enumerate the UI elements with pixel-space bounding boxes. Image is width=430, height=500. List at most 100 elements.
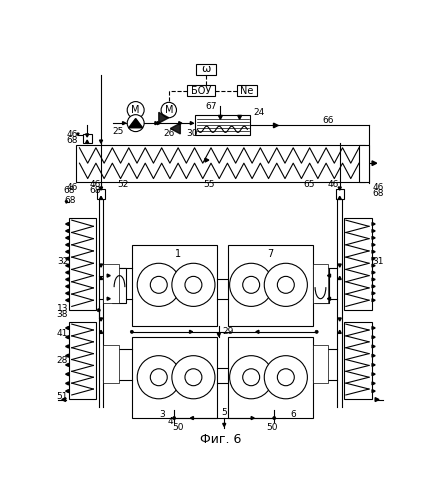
Polygon shape — [190, 416, 194, 420]
Circle shape — [273, 416, 276, 420]
Polygon shape — [338, 264, 341, 267]
Polygon shape — [327, 297, 331, 300]
Text: 50: 50 — [266, 423, 278, 432]
Text: 25: 25 — [112, 127, 124, 136]
Text: 32: 32 — [57, 257, 68, 266]
Polygon shape — [190, 330, 193, 334]
Text: 55: 55 — [203, 180, 215, 189]
Polygon shape — [66, 278, 69, 281]
Polygon shape — [107, 274, 110, 277]
Polygon shape — [66, 285, 69, 288]
Polygon shape — [372, 298, 375, 302]
Polygon shape — [190, 122, 194, 124]
Circle shape — [277, 369, 294, 386]
Polygon shape — [372, 278, 375, 281]
Bar — [112, 268, 126, 302]
Circle shape — [127, 102, 144, 118]
Text: 68: 68 — [89, 186, 101, 194]
Polygon shape — [372, 244, 375, 246]
Polygon shape — [129, 118, 143, 128]
Polygon shape — [372, 326, 375, 330]
Circle shape — [230, 356, 273, 399]
Circle shape — [161, 102, 176, 118]
Text: 6: 6 — [291, 410, 296, 418]
Polygon shape — [66, 244, 69, 246]
Polygon shape — [99, 276, 103, 280]
Text: 46: 46 — [66, 184, 77, 192]
Circle shape — [172, 264, 215, 306]
Polygon shape — [372, 230, 375, 232]
Polygon shape — [218, 116, 222, 119]
Text: 30: 30 — [186, 130, 198, 138]
Text: 50: 50 — [172, 423, 184, 432]
Bar — [313, 345, 328, 384]
Text: 24: 24 — [254, 108, 265, 117]
Circle shape — [264, 356, 307, 399]
Circle shape — [150, 276, 167, 293]
Circle shape — [137, 356, 180, 399]
Polygon shape — [99, 318, 103, 321]
Bar — [195, 116, 250, 136]
Text: 26: 26 — [163, 130, 175, 138]
Bar — [336, 188, 344, 200]
Polygon shape — [65, 201, 68, 203]
Polygon shape — [77, 133, 79, 136]
Polygon shape — [66, 326, 69, 330]
Text: 46: 46 — [66, 130, 77, 139]
Polygon shape — [66, 382, 69, 385]
Polygon shape — [99, 187, 103, 190]
Text: 5: 5 — [221, 408, 227, 417]
Text: 65: 65 — [303, 180, 315, 189]
Circle shape — [97, 308, 100, 312]
Circle shape — [130, 330, 133, 334]
Circle shape — [277, 276, 294, 293]
Polygon shape — [238, 116, 242, 119]
Bar — [196, 64, 216, 74]
Polygon shape — [66, 345, 69, 348]
Polygon shape — [273, 123, 278, 128]
Bar — [313, 264, 328, 302]
Polygon shape — [338, 196, 341, 200]
Polygon shape — [159, 112, 169, 123]
Text: 1: 1 — [175, 249, 181, 259]
Text: 66: 66 — [322, 116, 334, 126]
Bar — [132, 245, 217, 326]
Bar — [228, 245, 313, 326]
Polygon shape — [66, 390, 69, 392]
Polygon shape — [66, 271, 69, 274]
Text: Ne: Ne — [240, 86, 253, 96]
Bar — [344, 218, 372, 310]
Polygon shape — [66, 257, 69, 260]
Polygon shape — [372, 161, 377, 166]
Bar — [103, 264, 119, 302]
Bar — [103, 345, 119, 384]
Polygon shape — [86, 134, 89, 137]
Bar — [77, 144, 365, 182]
Bar — [132, 337, 217, 418]
Polygon shape — [86, 140, 89, 143]
Bar — [359, 144, 369, 182]
Circle shape — [230, 264, 273, 306]
Polygon shape — [372, 264, 375, 267]
Text: 38: 38 — [57, 310, 68, 318]
Polygon shape — [372, 271, 375, 274]
Polygon shape — [372, 354, 375, 357]
Text: 29: 29 — [223, 326, 234, 336]
Circle shape — [243, 369, 260, 386]
Polygon shape — [62, 398, 66, 402]
Polygon shape — [205, 158, 209, 162]
Bar — [69, 322, 96, 399]
Circle shape — [243, 276, 260, 293]
Polygon shape — [66, 298, 69, 302]
Bar — [344, 322, 372, 399]
Text: 13: 13 — [57, 304, 68, 313]
Polygon shape — [223, 424, 226, 426]
Bar — [69, 218, 96, 310]
Polygon shape — [99, 264, 103, 267]
Text: M: M — [165, 105, 173, 115]
Circle shape — [172, 416, 176, 420]
Polygon shape — [372, 336, 375, 338]
Text: 3: 3 — [160, 410, 166, 418]
Bar — [237, 86, 257, 96]
Bar — [97, 188, 105, 200]
